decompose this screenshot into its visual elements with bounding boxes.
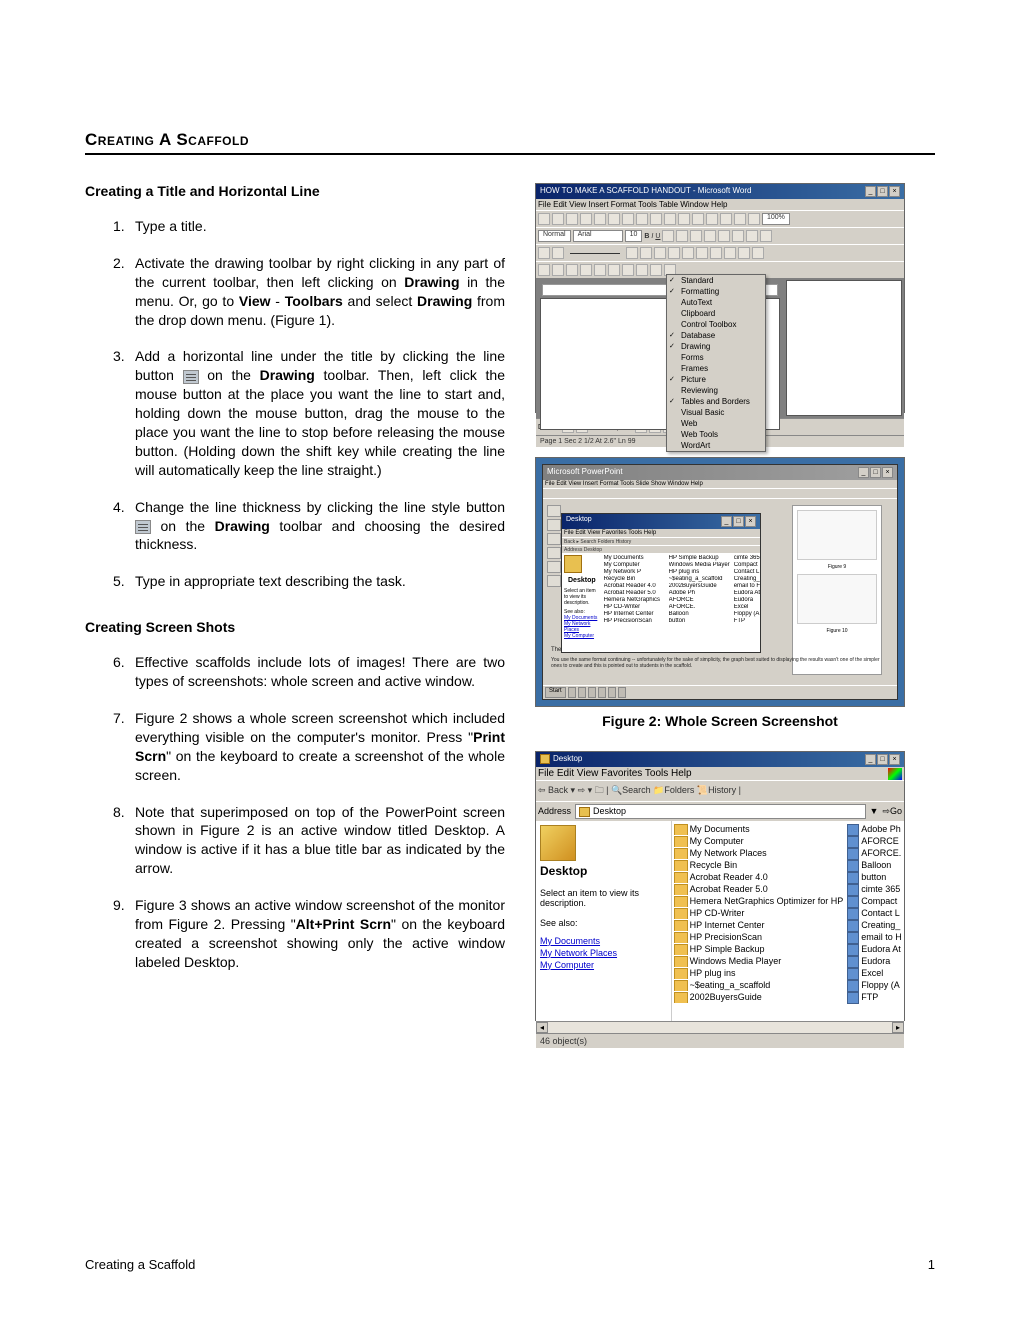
fig3-scrollbar: ◂▸ xyxy=(536,1021,904,1033)
list-item: Add a horizontal line under the title by… xyxy=(85,347,505,479)
fig1-toolbar3 xyxy=(536,244,904,261)
figure-3: Desktop _□× File Edit View Favorites Too… xyxy=(535,751,905,1043)
desktop-icon xyxy=(540,825,576,861)
fig3-file-list: My DocumentsMy ComputerMy Network Places… xyxy=(672,821,846,1021)
list-item: Activate the drawing toolbar by right cl… xyxy=(85,254,505,330)
section2-heading: Creating Screen Shots xyxy=(85,619,505,635)
close-icon: × xyxy=(889,754,900,765)
fig2-caption: Figure 2: Whole Screen Screenshot xyxy=(535,713,905,729)
max-icon: □ xyxy=(877,186,888,197)
fig3-left-panel: Desktop Select an item to view its descr… xyxy=(536,821,672,1021)
list-item: Note that superimposed on top of the Pow… xyxy=(85,803,505,879)
list-item: Type a title. xyxy=(85,217,505,236)
fig1-titlebar: HOW TO MAKE A SCAFFOLD HANDOUT - Microso… xyxy=(536,184,904,199)
section1-list: Type a title. Activate the drawing toolba… xyxy=(85,217,505,591)
max-icon: □ xyxy=(877,754,888,765)
fig1-context-menu: StandardFormattingAutoTextClipboardContr… xyxy=(666,274,766,452)
list-item: Effective scaffolds include lots of imag… xyxy=(85,653,505,691)
page-footer: Creating a Scaffold 1 xyxy=(85,1257,935,1272)
list-item: Figure 3 shows an active window screensh… xyxy=(85,896,505,972)
fig1-toolbar1: 100% xyxy=(536,210,904,227)
fig3-addrbar: Address Desktop ▼ ⇨Go xyxy=(536,801,904,821)
figure-1: HOW TO MAKE A SCAFFOLD HANDOUT - Microso… xyxy=(535,183,905,435)
fig1-toolbar2: Normal Arial 10 B I U xyxy=(536,227,904,244)
fig3-menubar: File Edit View Favorites Tools Help xyxy=(536,767,904,780)
section2-list: Effective scaffolds include lots of imag… xyxy=(85,653,505,971)
min-icon: _ xyxy=(865,754,876,765)
section1-heading: Creating a Title and Horizontal Line xyxy=(85,183,505,199)
close-icon: × xyxy=(889,186,900,197)
figure-2: Microsoft PowerPoint_□× File Edit View I… xyxy=(535,457,905,729)
min-icon: _ xyxy=(865,186,876,197)
list-item: Type in appropriate text describing the … xyxy=(85,572,505,591)
fig3-titlebar: Desktop _□× xyxy=(536,752,904,767)
list-item: Change the line thickness by clicking th… xyxy=(85,498,505,555)
page-title: Creating A Scaffold xyxy=(85,130,935,155)
fig3-statusbar: 46 object(s) xyxy=(536,1033,904,1048)
fig1-menubar: File Edit View Insert Format Tools Table… xyxy=(536,199,904,210)
list-item: Figure 2 shows a whole screen screenshot… xyxy=(85,709,505,785)
fig3-file-list-right: Adobe PhAFORCEAFORCE.Balloonbuttoncimte … xyxy=(845,821,904,1021)
fig3-nav: ⇦ Back ▾ ⇨ ▾ 🗀 | 🔍Search 📁Folders 📜Histo… xyxy=(536,780,904,801)
